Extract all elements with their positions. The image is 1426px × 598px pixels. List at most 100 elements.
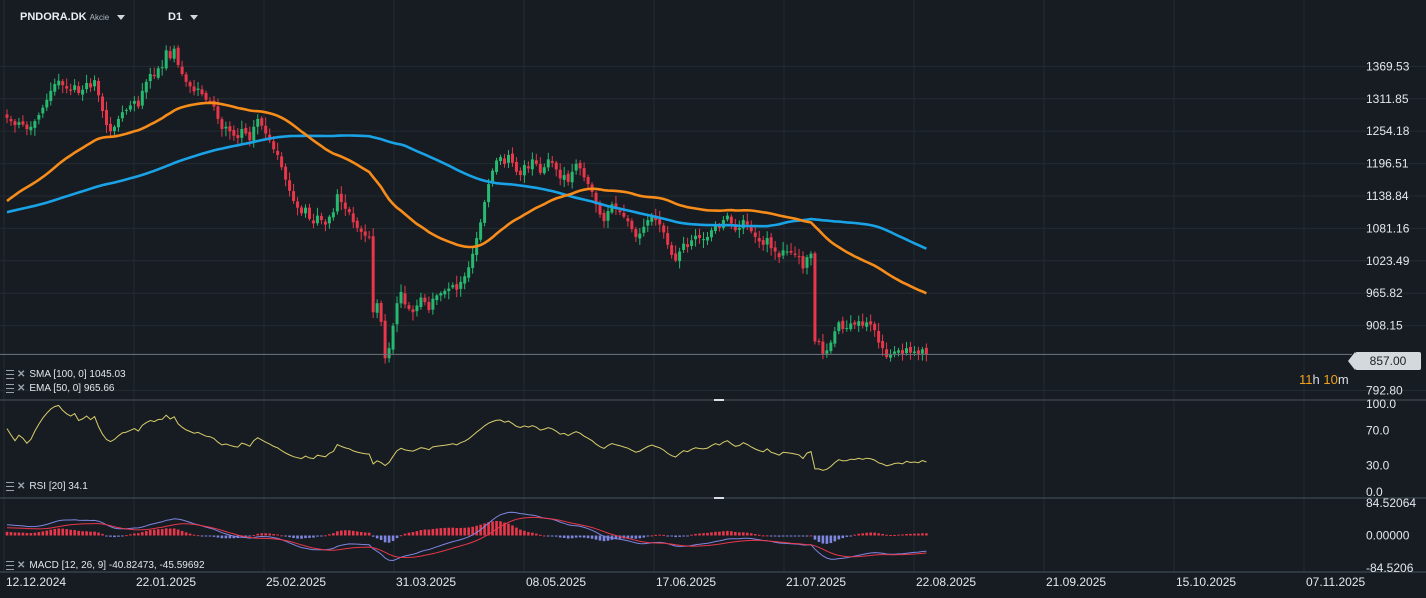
macd-histogram-bar (419, 530, 423, 536)
candle-body (857, 321, 861, 326)
macd-histogram-bar (710, 532, 713, 536)
close-icon[interactable]: ✕ (17, 560, 26, 571)
macd-histogram-bar (841, 535, 845, 539)
candle-body (61, 81, 65, 86)
candle-body (602, 212, 606, 222)
candle-body (355, 220, 359, 228)
macd-histogram-bar (5, 531, 9, 536)
macd-histogram-bar (873, 532, 876, 536)
candle-body (41, 107, 45, 114)
macd-histogram-bar (527, 532, 530, 536)
candle-body (920, 349, 924, 354)
timeframe-label: D1 (168, 11, 183, 23)
macd-histogram-bar (566, 535, 570, 539)
settings-icon[interactable] (6, 481, 14, 491)
macd-histogram-bar (33, 532, 37, 536)
candle-body (849, 323, 853, 330)
candle-body (459, 281, 463, 289)
macd-histogram-bar (180, 530, 184, 536)
chevron-down-icon (190, 14, 199, 20)
sma-legend-text: SMA [100, 0] 1045.03 (29, 369, 126, 380)
candle-body (77, 86, 81, 94)
macd-histogram-bar (857, 533, 861, 536)
rsi-legend[interactable]: ✕ RSI [20] 34.1 (6, 481, 88, 492)
candle-body (435, 295, 439, 301)
candle-body (359, 228, 363, 232)
macd-histogram-bar (546, 535, 550, 537)
candle-body (347, 209, 351, 213)
candle-body (292, 191, 296, 201)
macd-histogram-bar (260, 533, 264, 536)
candle-body (522, 164, 526, 176)
macd-histogram-bar (662, 534, 665, 536)
candle-body (81, 89, 85, 95)
macd-histogram-bar (698, 533, 701, 536)
candle-body (49, 90, 53, 101)
macd-histogram-bar (889, 535, 892, 537)
pane-resize-handle[interactable] (714, 399, 724, 401)
candle-body (618, 210, 622, 213)
macd-histogram-bar (347, 530, 351, 536)
close-icon[interactable]: ✕ (17, 481, 26, 492)
macd-histogram-bar (196, 535, 200, 537)
macd-histogram-bar (89, 531, 92, 536)
time-axis-label: 12.12.2024 (6, 575, 66, 589)
close-icon[interactable]: ✕ (17, 383, 26, 394)
macd-histogram-bar (730, 531, 733, 536)
candle-body (132, 100, 136, 104)
macd-legend[interactable]: ✕ MACD [12, 26, 9] -40.82473, -45.59692 (6, 560, 205, 571)
macd-histogram-bar (212, 535, 216, 537)
pane-resize-handle[interactable] (714, 497, 724, 499)
candle-body (228, 126, 232, 132)
settings-icon[interactable] (6, 369, 14, 379)
macd-histogram-bar (133, 533, 136, 536)
candle-body (483, 202, 487, 223)
time-axis-label: 21.09.2025 (1046, 575, 1106, 589)
macd-histogram-bar (256, 533, 260, 536)
candle-body (140, 90, 144, 106)
candle-body (702, 239, 705, 241)
rsi-line (6, 404, 927, 471)
macd-histogram-bar (164, 528, 168, 536)
settings-icon[interactable] (6, 383, 14, 393)
settings-icon[interactable] (6, 560, 14, 570)
candle-body (877, 330, 881, 343)
macd-histogram-bar (160, 529, 164, 536)
candle-body (634, 229, 638, 237)
macd-histogram-bar (487, 522, 490, 536)
symbol-selector[interactable]: PNDORA.DK Akcie (20, 11, 126, 23)
macd-histogram-bar (594, 535, 598, 540)
timeframe-selector[interactable]: D1 (168, 11, 199, 23)
candle-body (503, 158, 506, 164)
macd-histogram-bar (483, 523, 486, 536)
candle-body (13, 121, 17, 126)
macd-histogram-bar (248, 535, 252, 537)
macd-histogram-bar (328, 534, 331, 536)
candle-body (546, 159, 550, 168)
close-icon[interactable]: ✕ (17, 369, 26, 380)
macd-histogram-bar (344, 530, 347, 536)
macd-histogram-bar (443, 527, 447, 536)
candle-body (582, 168, 586, 178)
macd-histogram-bar (519, 529, 522, 536)
candle-body (725, 215, 729, 220)
ema-legend[interactable]: ✕ EMA [50, 0] 965.66 (6, 383, 114, 394)
macd-histogram-bar (554, 535, 558, 537)
macd-histogram-bar (562, 535, 566, 538)
macd-histogram-bar (602, 535, 606, 542)
sma-line (6, 134, 927, 250)
macd-histogram-bar (312, 535, 315, 538)
candle-body (574, 163, 578, 171)
sma-legend[interactable]: ✕ SMA [100, 0] 1045.03 (6, 369, 126, 380)
candle-body (17, 122, 21, 125)
candle-body (423, 297, 427, 303)
candle-body (339, 193, 343, 203)
candle-body (447, 288, 451, 292)
macd-histogram-bar (25, 532, 29, 536)
macd-histogram-bar (634, 535, 638, 539)
candle-body (311, 220, 315, 224)
macd-histogram-bar (773, 535, 777, 537)
candle-body (550, 160, 554, 163)
macd-histogram-bar (336, 531, 339, 536)
